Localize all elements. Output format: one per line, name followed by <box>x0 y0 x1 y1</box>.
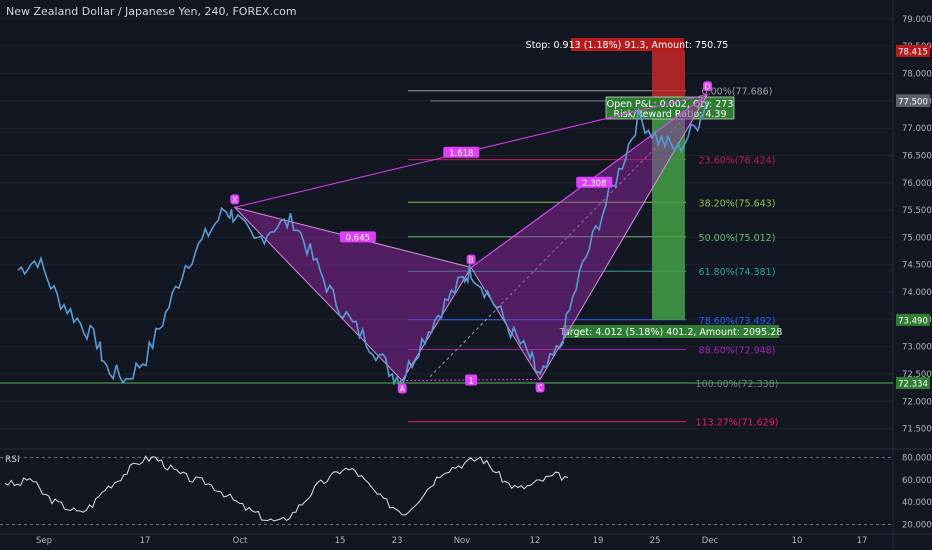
x-tick-label: 19 <box>593 536 604 546</box>
ratio-label: 2.308 <box>582 179 606 189</box>
x-tick-label: Dec <box>702 536 719 546</box>
pattern-point-marker <box>397 383 407 394</box>
y-tick-label: 76.500 <box>902 151 932 161</box>
price-badge-label: 72.334 <box>898 380 928 390</box>
pattern-point-marker <box>230 194 240 205</box>
pattern-point-marker <box>703 81 713 92</box>
price-badge-label: 78.415 <box>898 47 928 57</box>
pnl-label: Open P&L: 0.002, Qty: 273 <box>607 99 734 110</box>
pattern-point-label: X <box>232 195 237 204</box>
rsi-tick-label: 20.000 <box>902 520 932 530</box>
rsi-tick-label: 60.000 <box>902 476 932 486</box>
ratio-label-box <box>465 374 478 386</box>
y-tick-label: 78.000 <box>902 70 932 80</box>
trade-path-line <box>429 122 681 378</box>
pattern-point-label: C <box>537 383 542 392</box>
stop-label-box <box>571 38 684 51</box>
y-tick-label: 73.000 <box>902 343 932 353</box>
x-tick-label: Nov <box>454 536 471 546</box>
ratio-label: 0.645 <box>346 233 370 243</box>
fib-level-label: 100.00%(72.338) <box>696 379 779 390</box>
y-tick-label: 71.500 <box>902 425 932 435</box>
x-tick-label: 23 <box>392 536 403 546</box>
price-badge <box>896 377 930 390</box>
ratio-label: 1.618 <box>449 149 473 159</box>
ratio-label-box <box>576 176 613 188</box>
fib-level-label: 50.00%(75.012) <box>699 233 776 244</box>
y-tick-label: 75.000 <box>902 233 932 243</box>
fib-level-label: 113.27%(71.629) <box>696 418 779 429</box>
pattern-point-marker <box>535 382 545 393</box>
rsi-tick-label: 80.000 <box>902 454 932 464</box>
y-tick-label: 75.500 <box>902 206 932 216</box>
stop-label: Stop: 0.913 (1.18%) 91.3, Amount: 750.75 <box>526 40 729 51</box>
fib-level-label: 0.00%(77.686) <box>702 87 773 98</box>
x-tick-label: 17 <box>857 536 868 546</box>
ratio-label-box <box>339 231 376 243</box>
x-tick-label: 12 <box>530 536 541 546</box>
stop-zone[interactable] <box>652 50 685 101</box>
price-line <box>17 100 709 390</box>
x-tick-label: Oct <box>233 536 248 546</box>
chart-title: New Zealand Dollar / Japanese Yen, 240, … <box>6 5 297 18</box>
target-label: Target: 4.012 (5.18%) 401.2, Amount: 209… <box>559 327 783 338</box>
ratio-label-box <box>443 146 480 158</box>
y-tick-label: 74.500 <box>902 261 932 271</box>
x-tick-label: 10 <box>792 536 803 546</box>
pattern-point-label: B <box>469 255 474 264</box>
ratio-label: 1 <box>468 377 473 387</box>
price-badge <box>896 44 930 57</box>
rsi-tick-label: 40.000 <box>902 498 932 508</box>
y-tick-label: 76.000 <box>902 179 932 189</box>
x-tick-label: 15 <box>335 536 346 546</box>
target-label-box <box>563 325 779 338</box>
rsi-line <box>4 455 569 522</box>
y-tick-label: 77.000 <box>902 124 932 134</box>
y-tick-label: 72.500 <box>902 370 932 380</box>
price-badge <box>896 313 930 326</box>
fib-level-label: 38.20%(75.643) <box>699 198 776 209</box>
fib-level-label: 88.60%(72.948) <box>699 346 776 357</box>
fib-level-label: 23.60%(76.424) <box>699 156 776 167</box>
pattern-point-label: A <box>400 385 406 394</box>
y-tick-label: 79.000 <box>902 15 932 25</box>
fib-level-label: 78.60%(73.492) <box>699 316 776 327</box>
y-tick-label: 72.000 <box>902 397 932 407</box>
x-tick-label: 17 <box>140 536 151 546</box>
price-badge-label: 73.490 <box>898 316 928 326</box>
price-badge <box>896 94 930 107</box>
x-tick-label: Sep <box>36 536 52 546</box>
pattern-point-label: D <box>705 82 711 91</box>
pattern-point-marker <box>466 254 476 265</box>
y-tick-label: 74.000 <box>902 288 932 298</box>
rr-label: Risk/Reward Ratio: 4.39 <box>613 109 726 120</box>
price-badge-label: 77.500 <box>898 97 928 107</box>
x-tick-label: 25 <box>650 536 661 546</box>
rsi-label: RSI <box>5 455 20 465</box>
fib-level-label: 61.80%(74.381) <box>699 267 776 278</box>
